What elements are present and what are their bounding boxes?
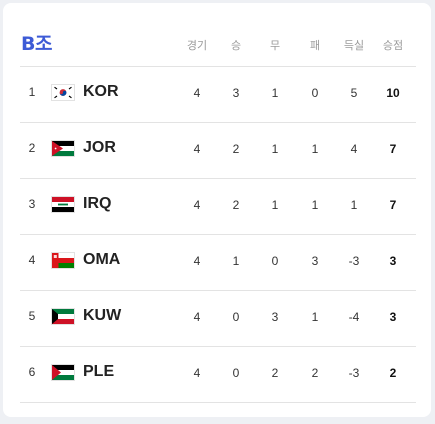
divider <box>20 178 416 179</box>
table-row[interactable]: 2 JOR 4 2 1 1 4 7 <box>3 122 431 178</box>
lost: 1 <box>311 310 319 324</box>
drawn: 1 <box>271 142 279 156</box>
header-lost: 패 <box>309 39 321 52</box>
table-row[interactable]: 3 IRQ 4 2 1 1 1 7 <box>3 178 431 234</box>
table-row[interactable]: 6 PLE 4 0 2 2 -3 2 <box>3 346 431 402</box>
divider <box>20 402 416 403</box>
divider <box>20 66 416 67</box>
lost: 0 <box>311 86 319 100</box>
points: 10 <box>386 86 400 100</box>
divider <box>20 122 416 123</box>
points: 7 <box>389 142 397 156</box>
points: 7 <box>389 198 397 212</box>
won: 0 <box>232 366 240 380</box>
drawn: 1 <box>271 198 279 212</box>
points: 3 <box>389 254 397 268</box>
won: 1 <box>232 254 240 268</box>
rank: 1 <box>28 85 36 99</box>
rank: 2 <box>28 141 36 155</box>
table-row[interactable]: 5 KUW 4 0 3 1 -4 3 <box>3 290 431 346</box>
played: 4 <box>193 86 201 100</box>
group-standings-card: B조 경기 승 무 패 득실 승점 1 KOR 4 3 <box>3 3 431 417</box>
lost: 1 <box>311 142 319 156</box>
divider <box>20 346 416 347</box>
south-korea-flag-icon <box>52 85 74 100</box>
team-name: KUW <box>83 307 122 324</box>
rank: 4 <box>28 253 36 267</box>
team-name: OMA <box>83 251 121 268</box>
goal-difference: 5 <box>350 86 358 100</box>
kuwait-flag-icon <box>52 309 74 324</box>
points: 3 <box>389 310 397 324</box>
iraq-flag-icon <box>52 197 74 212</box>
table-row[interactable]: 4 OMA 4 1 0 3 -3 3 <box>3 234 431 290</box>
points: 2 <box>389 366 397 380</box>
header-goal-difference: 득실 <box>343 39 365 52</box>
team-name: IRQ <box>83 195 112 212</box>
rank: 3 <box>28 197 36 211</box>
header-played: 경기 <box>186 39 208 52</box>
played: 4 <box>193 198 201 212</box>
divider <box>20 234 416 235</box>
goal-difference: 4 <box>350 142 358 156</box>
header-drawn: 무 <box>269 39 281 52</box>
lost: 1 <box>311 198 319 212</box>
team-name: JOR <box>83 139 116 156</box>
lost: 2 <box>311 366 319 380</box>
goal-difference: -3 <box>348 366 360 380</box>
oman-flag-icon <box>52 253 74 268</box>
rank: 6 <box>28 365 36 379</box>
table-row[interactable]: 1 KOR 4 3 1 0 5 10 <box>3 66 431 122</box>
rank: 5 <box>28 309 36 323</box>
played: 4 <box>193 254 201 268</box>
won: 0 <box>232 310 240 324</box>
played: 4 <box>193 366 201 380</box>
goal-difference: -3 <box>348 254 360 268</box>
lost: 3 <box>311 254 319 268</box>
played: 4 <box>193 310 201 324</box>
jordan-flag-icon <box>52 141 74 156</box>
palestine-flag-icon <box>52 365 74 380</box>
header-points: 승점 <box>382 39 404 52</box>
header-won: 승 <box>230 39 242 52</box>
drawn: 2 <box>271 366 279 380</box>
divider <box>20 290 416 291</box>
team-name: PLE <box>83 363 115 380</box>
won: 2 <box>232 142 240 156</box>
goal-difference: 1 <box>350 198 358 212</box>
group-title: B조 <box>21 33 52 55</box>
played: 4 <box>193 142 201 156</box>
drawn: 3 <box>271 310 279 324</box>
drawn: 0 <box>271 254 279 268</box>
goal-difference: -4 <box>348 310 360 324</box>
won: 3 <box>232 86 240 100</box>
drawn: 1 <box>271 86 279 100</box>
won: 2 <box>232 198 240 212</box>
team-name: KOR <box>83 83 119 100</box>
